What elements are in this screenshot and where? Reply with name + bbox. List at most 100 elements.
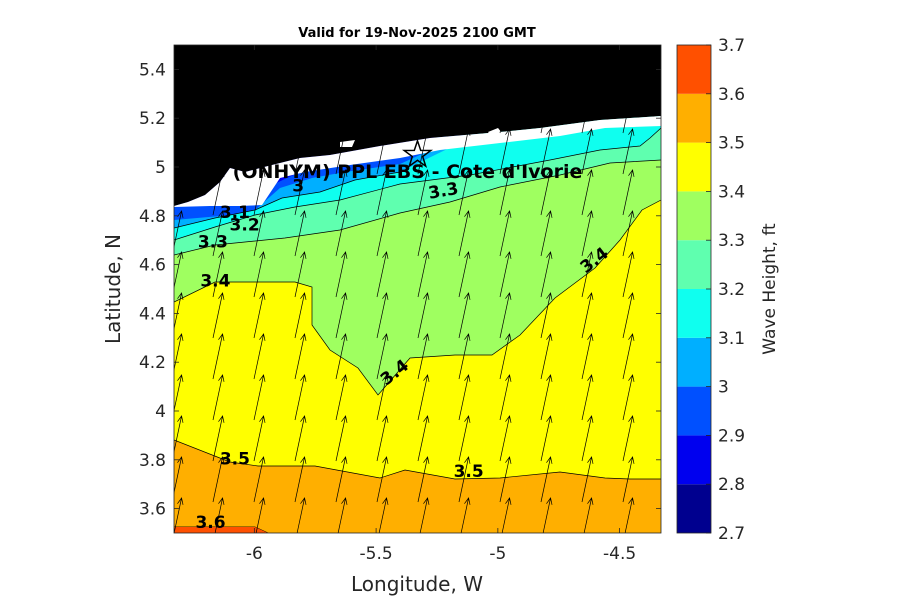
wave-arrow [664,375,674,420]
wave-arrow-head [259,374,266,382]
wave-arrow [458,210,469,257]
wave-arrow [622,292,633,339]
colorbar-swatch [677,191,711,241]
wave-arrow-head [546,374,553,382]
wave-arrow [499,456,510,503]
wave-arrow-head [300,128,307,136]
wave-arrow-head [628,169,635,177]
wave-arrow-head [177,251,184,259]
wave-arrow [622,415,633,462]
wave-arrow-head [300,333,307,341]
wave-arrow-head [300,169,307,177]
wave-arrow-head [382,415,389,423]
wave-arrow [664,457,674,502]
contour-label: 3.4 [200,272,230,292]
colorbar-tick-label: 2.9 [718,426,745,446]
wave-arrow-head [300,456,307,464]
wave-arrow [212,292,223,339]
wave-arrow-head [341,333,348,341]
wave-arrow-head [669,129,675,136]
wave-arrow-head [341,251,348,259]
wave-arrow [540,210,551,257]
wave-arrow-head [300,374,307,382]
wave-arrow-head [628,292,635,300]
wave-arrow-head [587,46,594,54]
colorbar-swatch [677,435,711,485]
wave-arrow [296,497,305,533]
wave-arrow-head [464,456,471,464]
wave-arrow-head [628,333,635,341]
wave-arrow [335,128,346,175]
wave-arrow-head [341,374,348,382]
colorbar-swatch [677,93,711,143]
wave-arrow-head [669,416,675,423]
wave-arrow-head [464,87,471,95]
x-axis-label: Longitude, W [351,572,483,596]
wave-arrow [376,210,387,257]
wave-arrow-head [546,333,553,341]
wave-arrow [335,415,346,462]
wave-arrow-head [300,251,307,259]
wave-arrow [417,128,428,175]
wave-arrow [174,292,182,331]
colorbar-tick-label: 3.5 [718,134,745,154]
wave-arrow-head [423,169,430,177]
chart-title: Valid for 19-Nov-2025 2100 GMT [298,26,536,41]
wave-arrow-head [177,292,184,300]
wave-arrow [376,251,387,298]
wave-arrow-head [259,456,266,464]
wave-arrow [419,497,428,533]
wave-arrow-head [382,169,389,177]
wave-arrow-head [546,497,553,505]
wave-arrow [581,128,592,175]
wave-arrow-head [218,415,225,423]
wave-arrow-head [669,457,675,464]
colorbar-swatch [677,289,711,338]
wave-arrow [253,87,264,134]
wave-arrow-head [341,497,348,505]
wave-arrow-head [341,46,348,54]
wave-arrow [212,169,223,216]
wave-arrow-head [218,169,225,177]
colorbar-tick-label: 3 [718,378,729,398]
colorbar-swatch [677,240,711,289]
wave-arrow-head [259,210,266,218]
wave-arrow [581,456,592,503]
wave-arrow-head [259,128,266,136]
wave-arrow-head [546,46,553,54]
x-tick-label: -5 [489,544,506,564]
wave-arrow [622,128,633,175]
wave-arrow [540,374,551,421]
wave-arrow [212,87,223,134]
wave-arrow [499,251,510,298]
wave-arrow-head [341,292,348,300]
y-tick-label: 4.4 [139,304,166,324]
wave-arrow [583,497,592,533]
y-tick-label: 4.8 [139,207,166,227]
wave-arrow [335,292,346,339]
wave-arrow [417,456,428,503]
wave-arrow [417,169,428,216]
wave-arrow [581,169,592,216]
wave-arrow-head [177,333,184,341]
wave-arrow [337,497,346,533]
wave-arrow-head [300,87,307,95]
wave-arrow [664,88,674,133]
wave-arrow [294,456,305,503]
wave-arrow [294,251,305,298]
wave-arrow-head [177,415,184,423]
wave-arrow [335,210,346,257]
wave-arrow-head [587,210,594,218]
wave-arrow [253,251,264,298]
wave-arrow [622,210,633,257]
wave-arrow-head [423,497,430,505]
wave-arrow-head [628,456,635,464]
wave-arrow [664,334,674,379]
y-tick-label: 4.2 [139,353,166,373]
wave-arrow-head [587,497,594,505]
wave-arrow-head [505,87,512,95]
wave-arrow-head [177,128,184,136]
wave-arrow-head [505,497,512,505]
colorbar-tick-label: 3.4 [718,182,745,202]
